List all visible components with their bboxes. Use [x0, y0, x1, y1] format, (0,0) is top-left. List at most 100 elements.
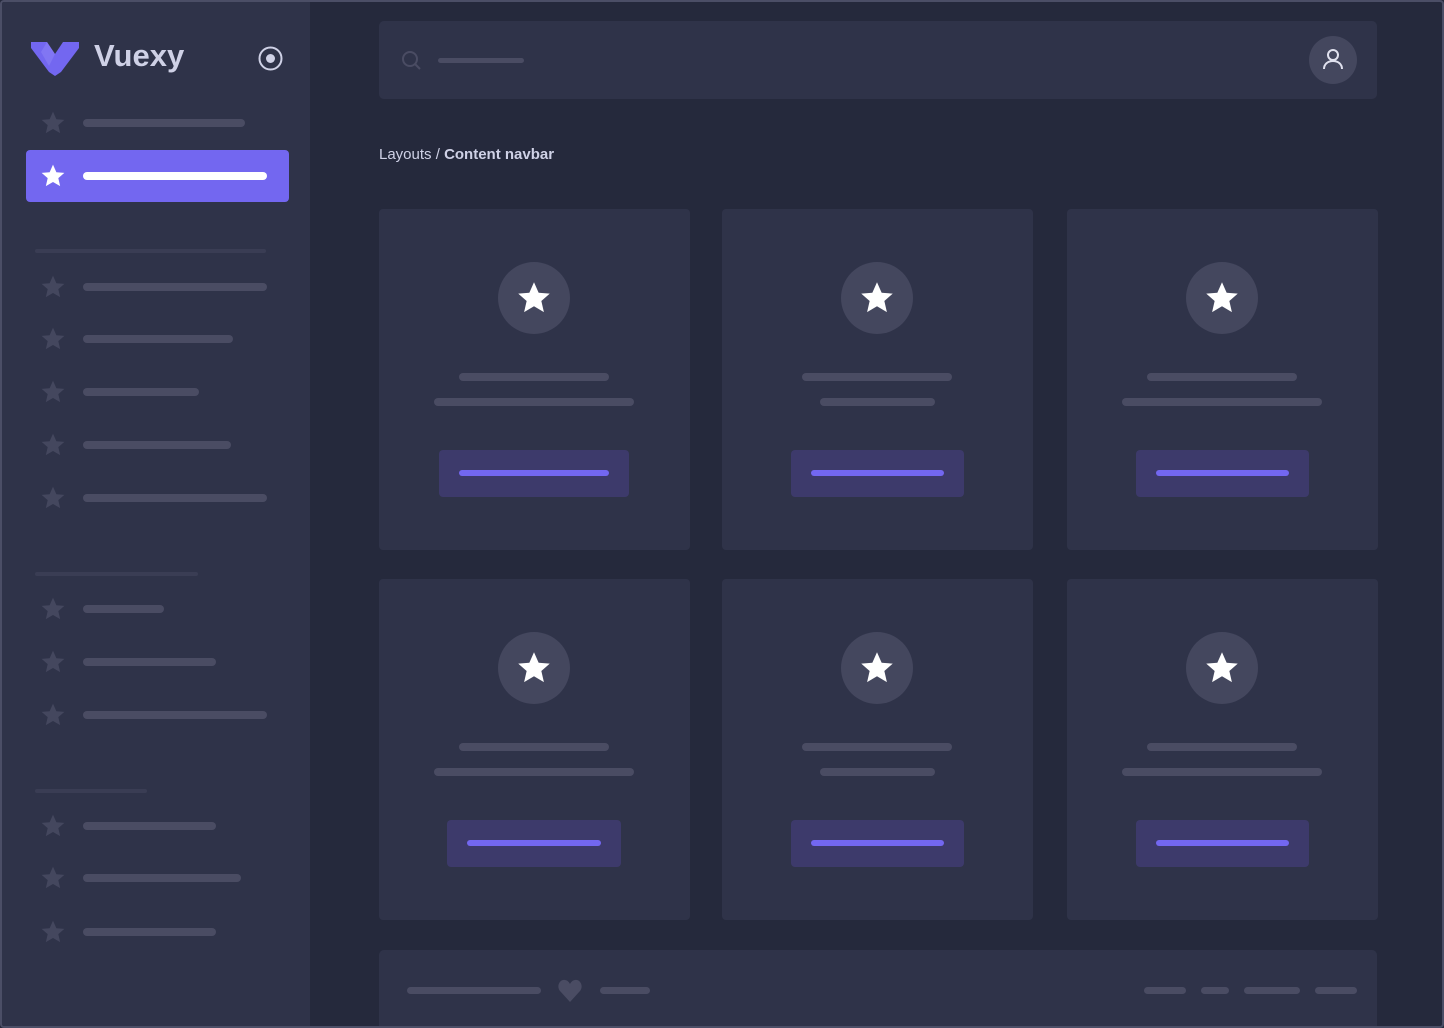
sidebar-item-label-placeholder: [83, 928, 216, 936]
star-icon: [40, 485, 66, 511]
sidebar-item-label-placeholder: [83, 388, 199, 396]
star-icon: [859, 650, 895, 686]
card-title-placeholder: [1147, 373, 1297, 381]
card-icon-circle: [841, 632, 913, 704]
star-icon: [40, 432, 66, 458]
star-icon: [40, 919, 66, 945]
sidebar-toggle-icon[interactable]: [258, 46, 283, 71]
card-button-label-placeholder: [810, 470, 944, 476]
star-icon: [40, 379, 66, 405]
sidebar-item[interactable]: [26, 906, 289, 958]
sidebar-item-label-placeholder: [83, 494, 267, 502]
sidebar-item[interactable]: [26, 583, 289, 635]
card-text-placeholder: [819, 768, 935, 776]
star-icon: [40, 865, 66, 891]
footer-link[interactable]: [1144, 987, 1186, 994]
card-text-placeholder: [1122, 398, 1322, 406]
feature-card: [379, 209, 690, 550]
sidebar-item[interactable]: [26, 150, 289, 202]
star-icon: [40, 274, 66, 300]
card-text-placeholder: [434, 768, 634, 776]
footer-link[interactable]: [1201, 987, 1229, 994]
card-button-label-placeholder: [459, 470, 609, 476]
feature-card: [1067, 579, 1378, 920]
card-button-label-placeholder: [1155, 840, 1289, 846]
search-icon[interactable]: [401, 50, 423, 72]
sidebar-item-label-placeholder: [83, 822, 216, 830]
star-icon: [40, 596, 66, 622]
footer-link[interactable]: [1315, 987, 1357, 994]
sidebar-item-label-placeholder: [83, 658, 216, 666]
top-navbar: [379, 21, 1377, 99]
card-title-placeholder: [1147, 743, 1297, 751]
brand-name: Vuexy: [94, 38, 185, 73]
card-icon-circle: [498, 262, 570, 334]
feature-card: [722, 579, 1033, 920]
footer-text-placeholder: [407, 987, 541, 994]
sidebar-item[interactable]: [26, 636, 289, 688]
footer: [379, 950, 1377, 1026]
card-icon-circle: [1186, 632, 1258, 704]
card-icon-circle: [841, 262, 913, 334]
sidebar-item-label-placeholder: [83, 283, 267, 291]
sidebar-item-label-placeholder: [83, 874, 241, 882]
star-icon: [40, 163, 66, 189]
card-button[interactable]: [1135, 450, 1309, 497]
card-button[interactable]: [790, 820, 964, 867]
sidebar-item[interactable]: [26, 261, 289, 313]
sidebar-item-label-placeholder: [83, 172, 267, 180]
star-icon: [516, 650, 552, 686]
star-icon: [516, 280, 552, 316]
search-input[interactable]: [438, 58, 524, 63]
card-button[interactable]: [1135, 820, 1309, 867]
sidebar-item[interactable]: [26, 313, 289, 365]
section-divider: [35, 789, 147, 793]
vuexy-logo-icon: [31, 42, 79, 76]
star-icon: [40, 813, 66, 839]
star-icon: [1204, 650, 1240, 686]
sidebar-item[interactable]: [26, 419, 289, 471]
sidebar-item-label-placeholder: [83, 441, 231, 449]
footer-text-placeholder: [600, 987, 650, 994]
breadcrumb: Layouts / Content navbar: [379, 146, 554, 163]
sidebar-item-label-placeholder: [83, 711, 267, 719]
heart-icon: [558, 979, 582, 1002]
star-icon: [40, 649, 66, 675]
card-title-placeholder: [802, 373, 952, 381]
sidebar-item[interactable]: [26, 472, 289, 524]
breadcrumb-current: Content navbar: [444, 146, 555, 163]
sidebar-item[interactable]: [26, 852, 289, 904]
card-text-placeholder: [819, 398, 935, 406]
sidebar-item[interactable]: [26, 97, 289, 149]
card-text-placeholder: [1122, 768, 1322, 776]
user-icon: [1323, 49, 1343, 70]
section-divider: [35, 572, 198, 576]
sidebar-item[interactable]: [26, 800, 289, 852]
sidebar: Vuexy: [2, 2, 310, 1026]
card-button[interactable]: [790, 450, 964, 497]
card-button-label-placeholder: [467, 840, 601, 846]
card-button-label-placeholder: [1155, 470, 1289, 476]
card-text-placeholder: [434, 398, 634, 406]
sidebar-item[interactable]: [26, 366, 289, 418]
footer-link[interactable]: [1244, 987, 1300, 994]
star-icon: [40, 702, 66, 728]
sidebar-item-label-placeholder: [83, 119, 245, 127]
star-icon: [40, 326, 66, 352]
breadcrumb-separator: /: [431, 146, 445, 163]
card-icon-circle: [498, 632, 570, 704]
sidebar-item-label-placeholder: [83, 335, 233, 343]
card-title-placeholder: [459, 743, 609, 751]
card-title-placeholder: [802, 743, 952, 751]
star-icon: [40, 110, 66, 136]
feature-card: [379, 579, 690, 920]
card-button[interactable]: [447, 820, 621, 867]
sidebar-item[interactable]: [26, 689, 289, 741]
card-button-label-placeholder: [810, 840, 944, 846]
sidebar-item-label-placeholder: [83, 605, 164, 613]
feature-card: [1067, 209, 1378, 550]
user-avatar[interactable]: [1309, 36, 1357, 84]
breadcrumb-parent[interactable]: Layouts: [379, 146, 432, 163]
card-button[interactable]: [439, 450, 629, 497]
